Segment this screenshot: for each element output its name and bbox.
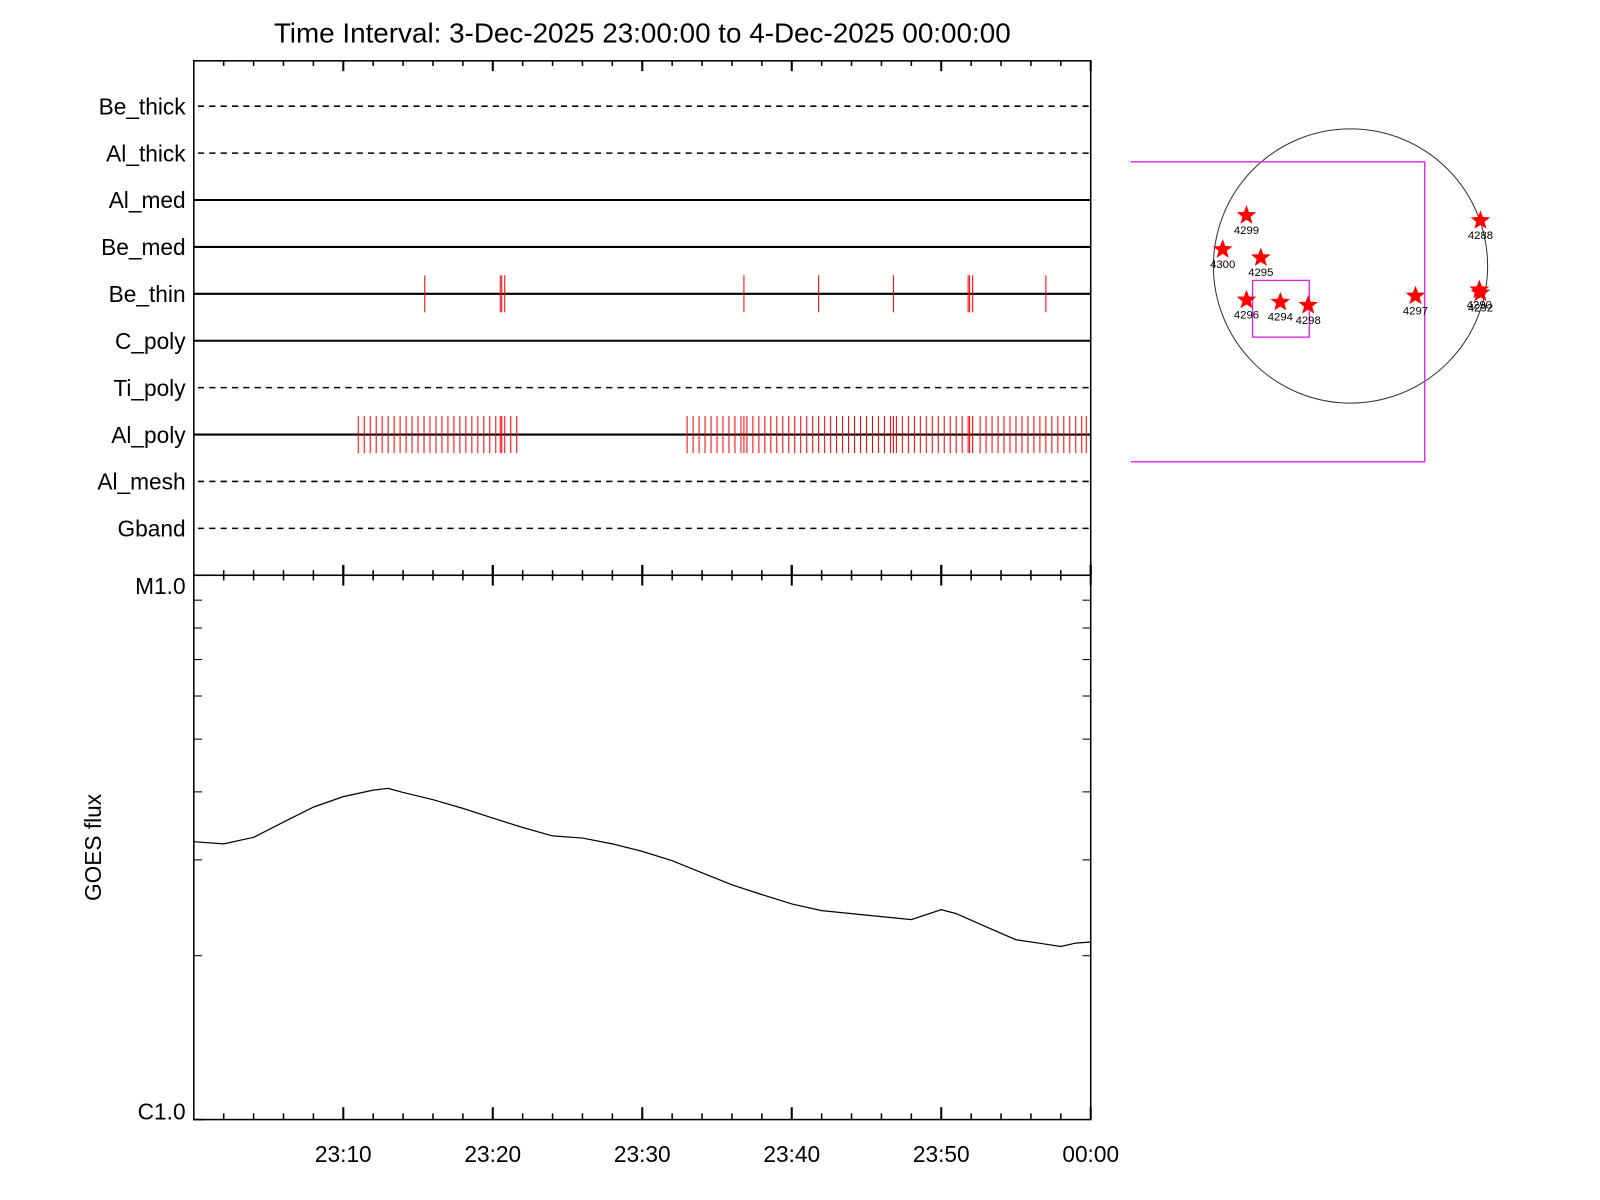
- region-star: [1470, 210, 1491, 229]
- region-label: 4296: [1234, 310, 1259, 322]
- fov-box: [1130, 161, 1426, 463]
- row-label: Al_thick: [106, 140, 186, 166]
- row-label: Be_thin: [109, 281, 186, 307]
- region-label: 4298: [1296, 315, 1321, 327]
- solar-disk: [1212, 128, 1489, 404]
- row-label: Ti_poly: [113, 375, 186, 401]
- row-label: C_poly: [115, 328, 186, 354]
- x-tick-label: 23:30: [614, 1141, 671, 1167]
- x-tick-label: 23:50: [913, 1141, 970, 1167]
- region-star: [1236, 205, 1257, 224]
- region-label: 4290: [1467, 299, 1492, 311]
- region-star: [1270, 291, 1291, 311]
- region-star: [1251, 247, 1271, 266]
- x-tick-label: 00:00: [1062, 1141, 1119, 1167]
- row-label: Al_poly: [111, 422, 186, 448]
- region-star: [1405, 285, 1426, 305]
- x-tick-label: 23:10: [315, 1141, 372, 1167]
- region-label: 4300: [1210, 259, 1235, 271]
- fov-box-small: [1251, 279, 1310, 338]
- region-label: 4294: [1268, 312, 1293, 324]
- x-tick-label: 23:20: [464, 1141, 521, 1167]
- region-star: [1298, 294, 1319, 314]
- region-label: 4288: [1468, 230, 1493, 242]
- y-tick-label: M1.0: [135, 573, 185, 599]
- region-star: [1212, 239, 1233, 258]
- region-star: [1236, 289, 1257, 309]
- region-label: 4292: [1468, 302, 1493, 314]
- row-label: Al_mesh: [97, 469, 185, 495]
- flux-line: [193, 787, 1091, 948]
- chart-title: Time Interval: 3-Dec-2025 23:00:00 to 4-…: [274, 17, 1011, 48]
- y-axis-label: GOES flux: [80, 793, 106, 901]
- row-label: Gband: [117, 516, 185, 542]
- row-label: Al_med: [109, 187, 186, 213]
- region-star: [1470, 282, 1491, 302]
- region-label: 4297: [1403, 305, 1428, 317]
- timeline-frame: [193, 60, 1092, 577]
- region-label: 4295: [1248, 267, 1273, 279]
- region-label: 4299: [1234, 225, 1259, 237]
- y-tick-label: C1.0: [138, 1099, 186, 1125]
- flux-frame: [193, 574, 1092, 1121]
- x-tick-label: 23:40: [763, 1141, 820, 1167]
- row-label: Be_med: [101, 234, 185, 260]
- row-label: Be_thick: [99, 93, 187, 119]
